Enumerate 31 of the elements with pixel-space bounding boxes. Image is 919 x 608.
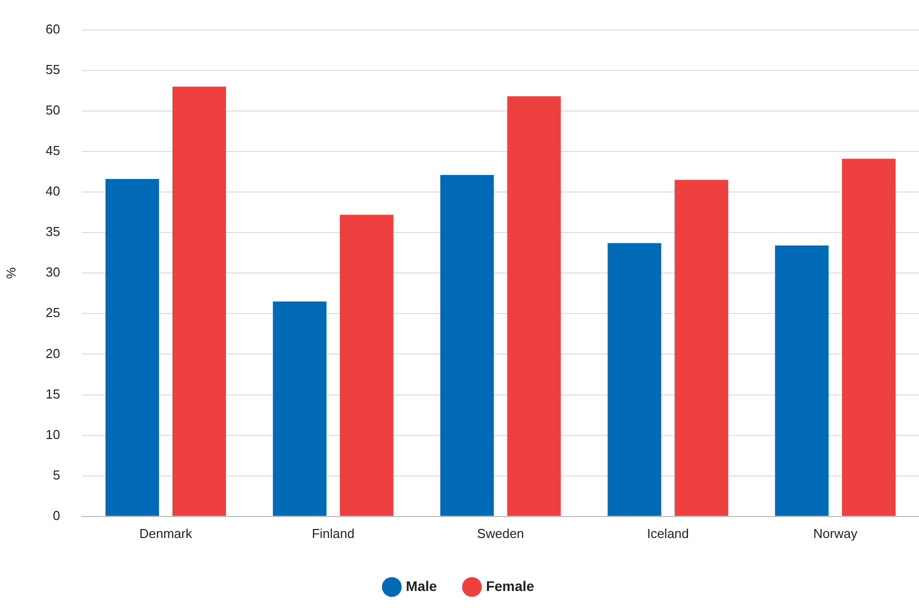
x-tick-label: Iceland (646, 526, 689, 541)
y-tick-label: 45 (46, 143, 60, 158)
y-tick-label: 20 (46, 346, 60, 361)
legend-label: Male (406, 578, 438, 594)
y-tick-label: 0 (52, 508, 60, 523)
y-tick-label: 5 (52, 467, 60, 482)
y-tick-label: 30 (46, 264, 60, 280)
y-tick-label: 40 (46, 184, 60, 199)
y-tick-label: 55 (46, 62, 60, 77)
y-tick-label: 60 (46, 21, 60, 36)
y-tick-label: 25 (46, 305, 60, 320)
bar (507, 96, 561, 516)
bar (340, 214, 394, 516)
x-tick-label: Denmark (139, 526, 193, 541)
y-tick-label: 50 (46, 102, 60, 118)
bar (440, 174, 494, 516)
bar (775, 246, 829, 516)
bar (105, 179, 160, 516)
y-tick-label: 15 (46, 386, 60, 402)
y-tick-label: 35 (46, 224, 60, 240)
legend-label: Female (486, 578, 534, 594)
bar (608, 243, 662, 516)
y-tick-label: 10 (46, 426, 60, 442)
x-tick-label: Sweden (477, 526, 524, 541)
x-tick-label: Norway (813, 526, 858, 541)
bar (272, 301, 326, 516)
bar (842, 158, 896, 516)
y-axis-title: % (3, 266, 18, 279)
bar (172, 86, 226, 516)
bar (674, 180, 728, 516)
x-tick-label: Finland (312, 526, 354, 541)
